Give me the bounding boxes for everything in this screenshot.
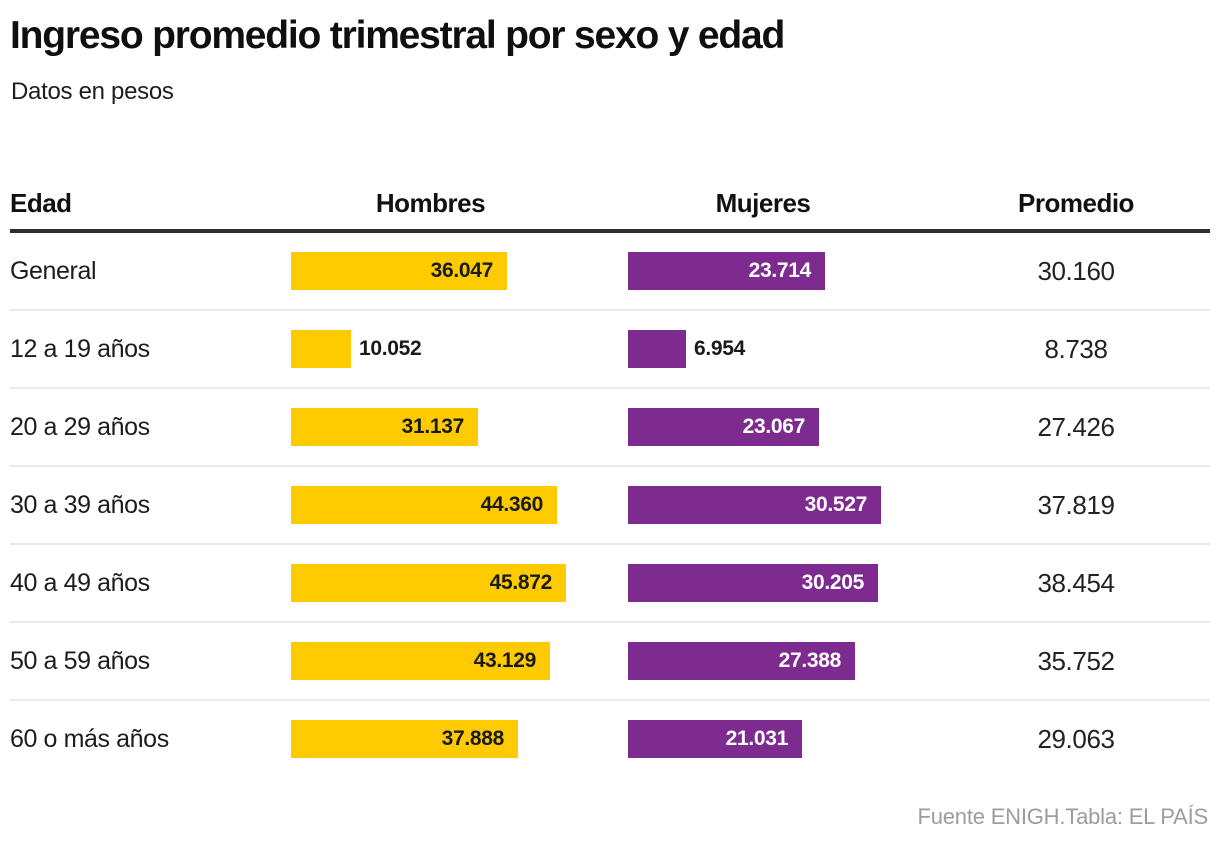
mujeres-bar-value: 21.031 [725, 727, 789, 750]
mujeres-bar [628, 252, 825, 290]
promedio-value: 8.738 [1044, 334, 1108, 364]
row-label: General [10, 257, 97, 285]
hombres-bar-value: 44.360 [480, 493, 544, 516]
hombres-bar-cell: 36.047 [291, 252, 628, 290]
mujeres-bar [628, 330, 686, 368]
column-header-edad: Edad [10, 188, 72, 218]
mujeres-bar-cell: 27.388 [628, 642, 980, 680]
hombres-bar [291, 564, 566, 602]
mujeres-bar-value: 23.714 [748, 259, 812, 282]
mujeres-bar-value: 27.388 [778, 649, 842, 672]
mujeres-bar-value: 30.527 [804, 493, 868, 516]
mujeres-bar-cell: 30.527 [628, 486, 980, 524]
hombres-bar-value: 10.052 [359, 337, 422, 360]
row-label: 40 a 49 años [10, 569, 150, 597]
column-header-promedio: Promedio [1018, 188, 1134, 218]
promedio-value: 38.454 [1037, 568, 1115, 598]
promedio-value: 35.752 [1037, 646, 1115, 676]
page-subtitle: Datos en pesos [11, 78, 174, 105]
mujeres-bar [628, 408, 819, 446]
hombres-bar [291, 330, 351, 368]
column-header-hombres: Hombres [375, 188, 486, 218]
hombres-bar-cell: 43.129 [291, 642, 628, 680]
promedio-value: 37.819 [1037, 490, 1115, 520]
row-label: 50 a 59 años [10, 647, 150, 675]
mujeres-bar-cell: 6.954 [628, 330, 980, 368]
hombres-bar-cell: 45.872 [291, 564, 628, 602]
table-row: 30 a 39 años 44.360 30.527 37.819 [10, 467, 1210, 545]
hombres-bar [291, 642, 550, 680]
mujeres-bar-value: 6.954 [694, 337, 746, 360]
hombres-bar-value: 36.047 [430, 259, 494, 282]
mujeres-bar-cell: 23.067 [628, 408, 980, 446]
column-header-mujeres: Mujeres [715, 188, 811, 218]
table-row: 20 a 29 años 31.137 23.067 27.426 [10, 389, 1210, 467]
table-row: 50 a 59 años 43.129 27.388 35.752 [10, 623, 1210, 701]
hombres-bar-cell: 37.888 [291, 720, 628, 758]
hombres-bar [291, 486, 557, 524]
mujeres-bar-cell: 23.714 [628, 252, 980, 290]
hombres-bar-cell: 10.052 [291, 330, 628, 368]
hombres-bar-value: 45.872 [489, 571, 553, 594]
row-label: 30 a 39 años [10, 491, 150, 519]
table-row: 12 a 19 años 10.052 6.954 8.738 [10, 311, 1210, 389]
mujeres-bar [628, 720, 802, 758]
row-label: 20 a 29 años [10, 413, 150, 441]
hombres-bar-cell: 31.137 [291, 408, 628, 446]
hombres-bar [291, 720, 518, 758]
table-header: Edad Hombres Mujeres Promedio [10, 174, 1210, 233]
hombres-bar-cell: 44.360 [291, 486, 628, 524]
hombres-bar [291, 408, 478, 446]
hombres-bar [291, 252, 507, 290]
table-row: 60 o más años 37.888 21.031 29.063 [10, 701, 1210, 777]
mujeres-bar [628, 564, 878, 602]
mujeres-bar [628, 642, 855, 680]
promedio-value: 27.426 [1037, 412, 1115, 442]
table-row: 40 a 49 años 45.872 30.205 38.454 [10, 545, 1210, 623]
page-title: Ingreso promedio trimestral por sexo y e… [10, 14, 785, 57]
row-label: 60 o más años [10, 725, 169, 753]
mujeres-bar-value: 23.067 [742, 415, 806, 438]
promedio-value: 29.063 [1037, 724, 1115, 754]
hombres-bar-value: 31.137 [401, 415, 465, 438]
mujeres-bar-value: 30.205 [801, 571, 865, 594]
mujeres-bar-cell: 21.031 [628, 720, 980, 758]
promedio-value: 30.160 [1037, 256, 1115, 286]
table-body: General 36.047 23.714 30.160 12 a 19 año… [10, 233, 1210, 777]
table-row: General 36.047 23.714 30.160 [10, 233, 1210, 311]
row-label: 12 a 19 años [10, 335, 150, 363]
mujeres-bar-cell: 30.205 [628, 564, 980, 602]
hombres-bar-value: 43.129 [473, 649, 537, 672]
mujeres-bar [628, 486, 881, 524]
source-credit: Fuente ENIGH.Tabla: EL PAÍS [917, 804, 1208, 829]
hombres-bar-value: 37.888 [441, 727, 505, 750]
